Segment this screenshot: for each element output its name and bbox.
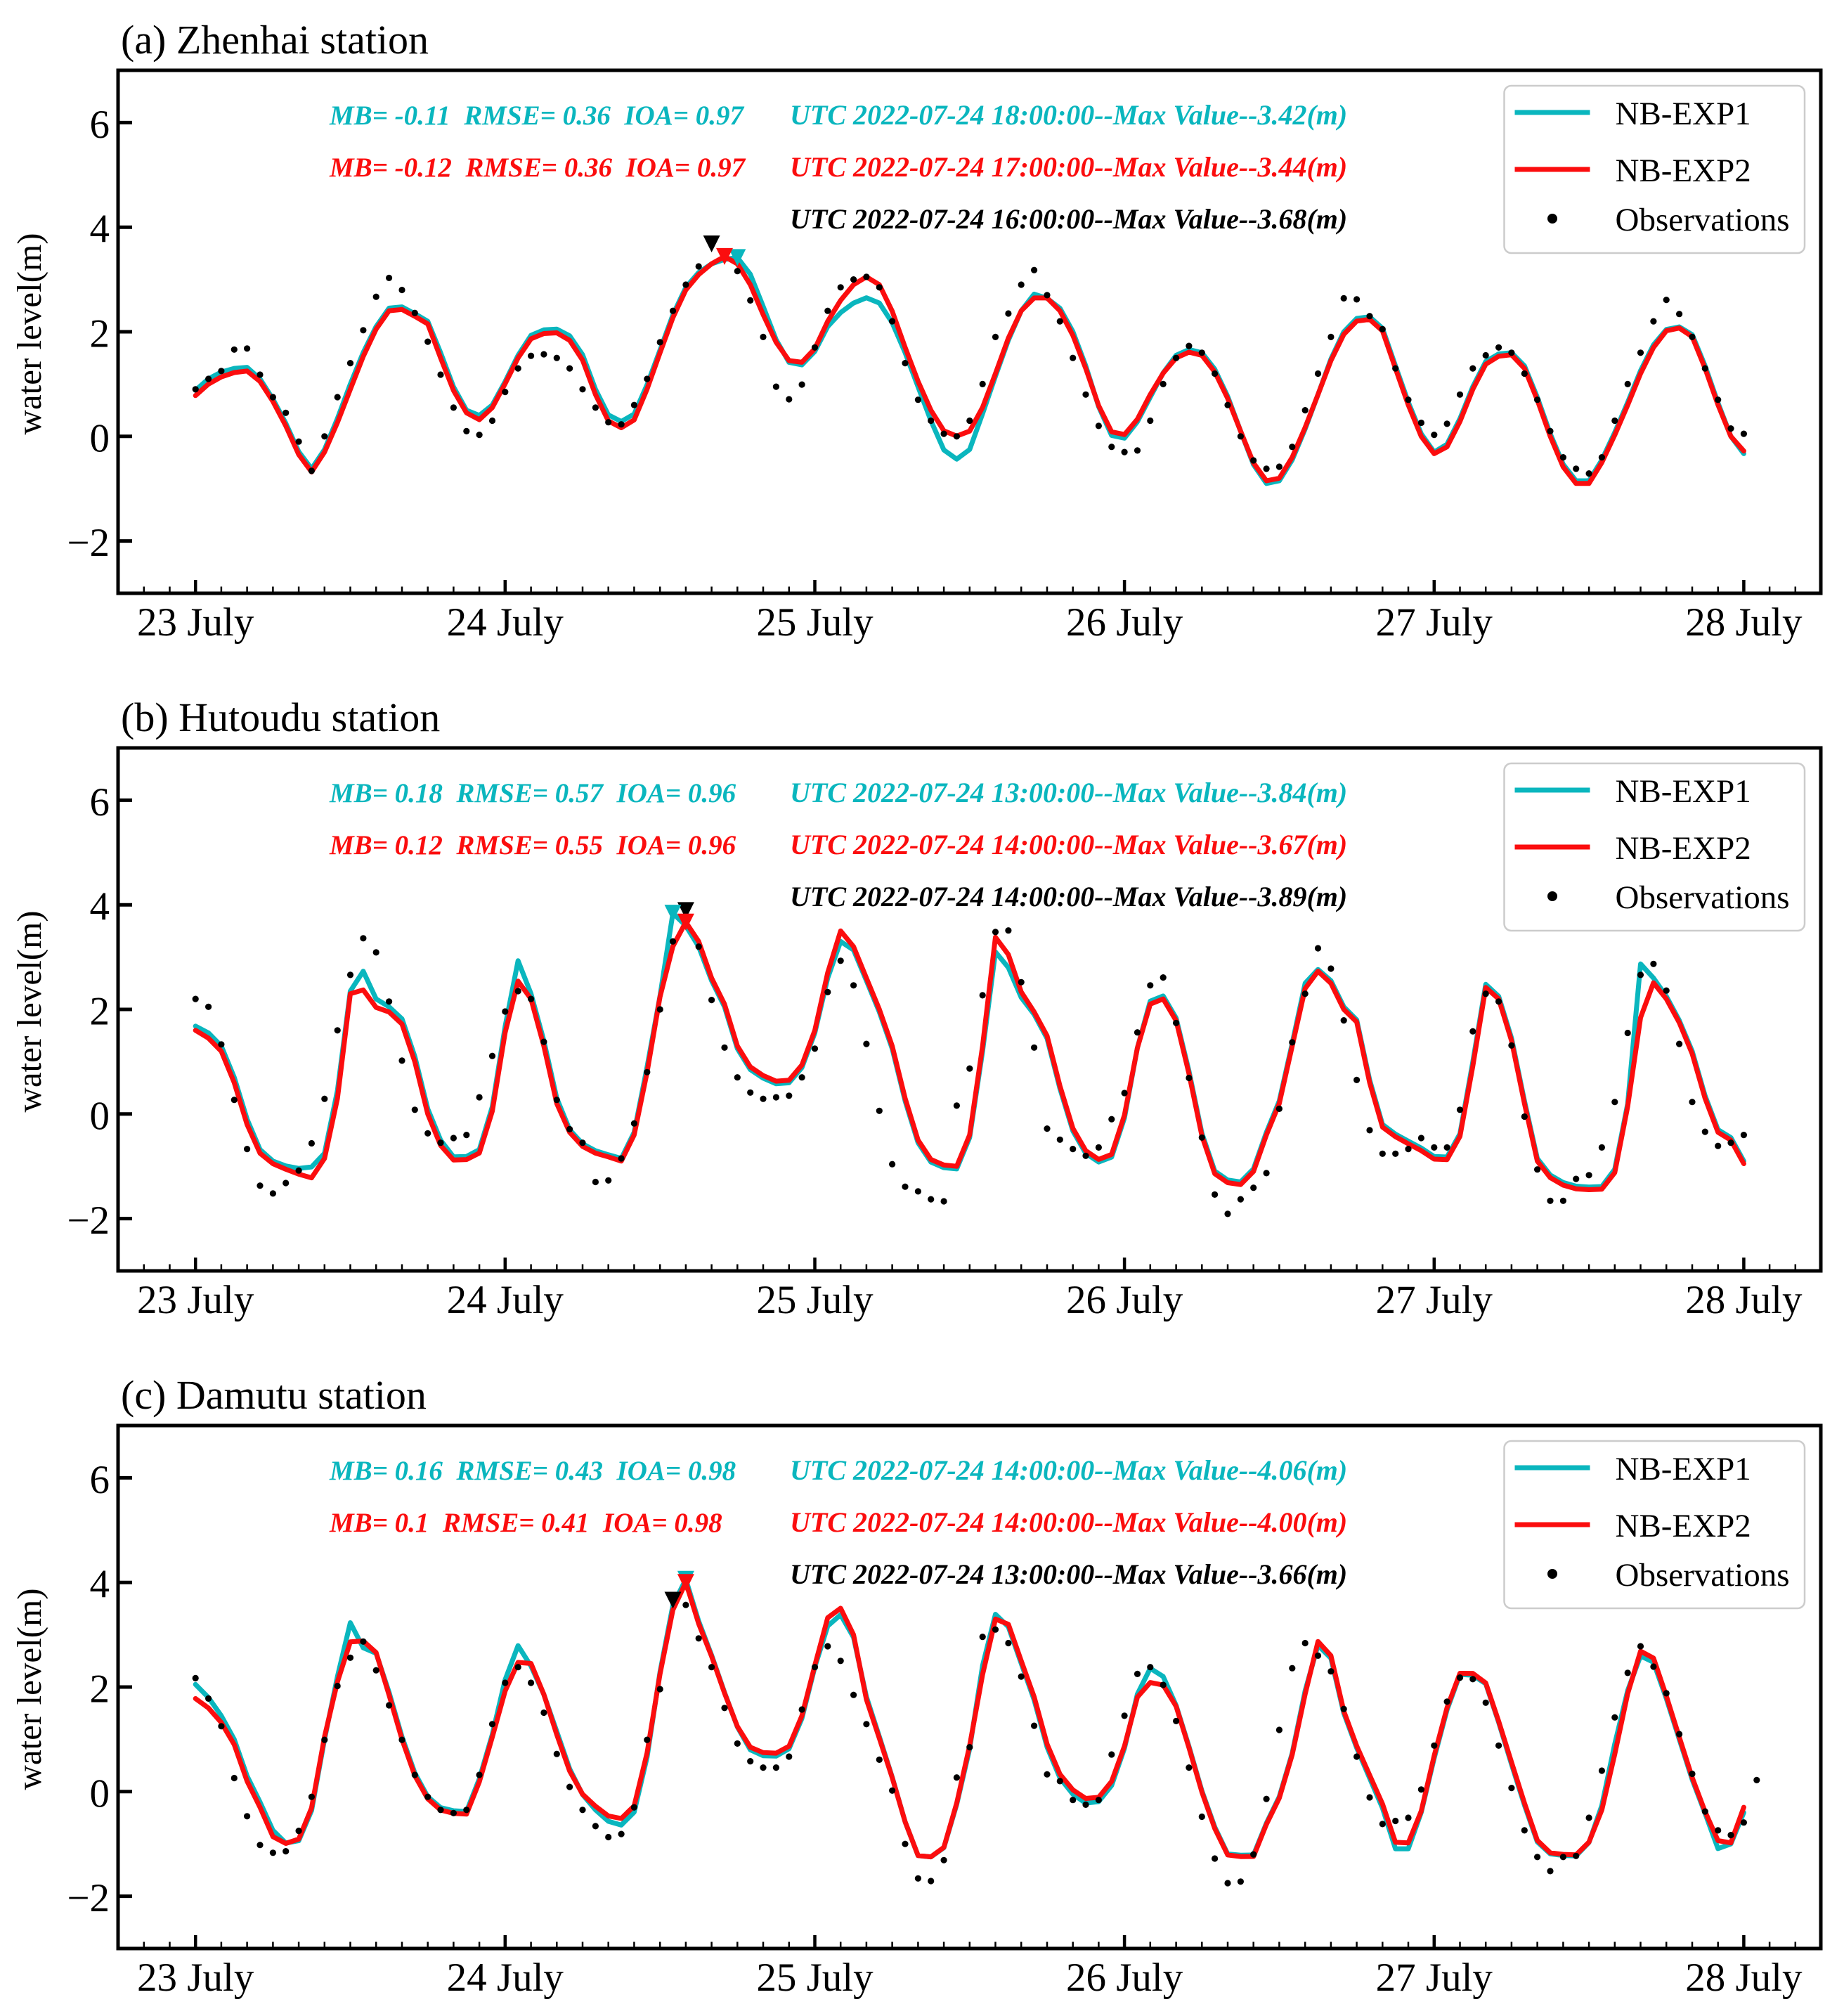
svg-text:MB= -0.11 RMSE= 0.36 IOA= 0.: MB= -0.11 RMSE= 0.36 IOA= 0.97 [329,101,744,131]
svg-text:27 July: 27 July [1376,1278,1493,1322]
svg-text:MB= 0.18 RMSE= 0.57 IOA= 0.9: MB= 0.18 RMSE= 0.57 IOA= 0.96 [329,778,736,808]
svg-text:2: 2 [90,990,110,1034]
svg-text:Observations: Observations [1616,202,1790,238]
svg-text:UTC 2022-07-24 14:00:00--Max V: UTC 2022-07-24 14:00:00--Max Value--4.06… [790,1454,1347,1486]
svg-text:MB= 0.1 RMSE= 0.41 IOA= 0.98: MB= 0.1 RMSE= 0.41 IOA= 0.98 [329,1508,722,1538]
svg-text:MB= 0.12 RMSE= 0.55 IOA= 0.9: MB= 0.12 RMSE= 0.55 IOA= 0.96 [329,830,736,860]
svg-text:23 July: 23 July [137,1956,254,2000]
svg-text:MB= -0.12 RMSE= 0.36 IOA= 0.: MB= -0.12 RMSE= 0.36 IOA= 0.97 [329,153,746,183]
svg-text:2: 2 [90,312,110,356]
svg-text:26 July: 26 July [1066,1278,1183,1322]
svg-text:water level(m): water level(m) [10,1588,48,1790]
svg-text:NB-EXP2: NB-EXP2 [1616,1508,1751,1544]
svg-text:NB-EXP1: NB-EXP1 [1616,1451,1751,1487]
svg-text:Observations: Observations [1616,879,1790,916]
svg-text:NB-EXP1: NB-EXP1 [1616,773,1751,810]
svg-text:4: 4 [90,1563,110,1607]
svg-text:(b) Hutoudu station: (b) Hutoudu station [121,694,440,740]
svg-text:UTC 2022-07-24 17:00:00--Max V: UTC 2022-07-24 17:00:00--Max Value--3.44… [790,151,1347,183]
svg-text:24 July: 24 July [447,1278,564,1322]
svg-text:UTC 2022-07-24 13:00:00--Max V: UTC 2022-07-24 13:00:00--Max Value--3.84… [790,777,1347,808]
svg-text:UTC 2022-07-24 14:00:00--Max V: UTC 2022-07-24 14:00:00--Max Value--3.89… [790,881,1347,912]
svg-text:4: 4 [90,885,110,929]
svg-text:0: 0 [90,1094,110,1138]
svg-text:(c) Damutu station: (c) Damutu station [121,1372,427,1418]
svg-text:6: 6 [90,1458,110,1502]
svg-text:28 July: 28 July [1685,600,1803,645]
svg-text:water level(m): water level(m) [10,910,48,1112]
svg-text:25 July: 25 July [756,600,874,645]
svg-text:28 July: 28 July [1685,1278,1803,1322]
svg-text:6: 6 [90,780,110,825]
svg-text:4: 4 [90,207,110,252]
svg-text:UTC 2022-07-24 16:00:00--Max V: UTC 2022-07-24 16:00:00--Max Value--3.68… [790,203,1347,235]
svg-text:28 July: 28 July [1685,1956,1803,2000]
svg-text:NB-EXP2: NB-EXP2 [1616,153,1751,189]
svg-text:25 July: 25 July [756,1956,874,2000]
svg-text:0: 0 [90,416,110,460]
svg-text:Observations: Observations [1616,1557,1790,1594]
svg-text:25 July: 25 July [756,1278,874,1322]
svg-text:24 July: 24 July [447,600,564,645]
svg-text:(a) Zhenhai station: (a) Zhenhai station [121,17,429,63]
svg-text:24 July: 24 July [447,1956,564,2000]
svg-text:0: 0 [90,1771,110,1816]
svg-text:water level(m): water level(m) [10,233,48,434]
svg-text:−2: −2 [67,1198,110,1243]
svg-text:NB-EXP2: NB-EXP2 [1616,830,1751,867]
svg-text:27 July: 27 July [1376,600,1493,645]
svg-text:NB-EXP1: NB-EXP1 [1616,96,1751,132]
svg-text:2: 2 [90,1667,110,1712]
svg-text:UTC 2022-07-24 18:00:00--Max V: UTC 2022-07-24 18:00:00--Max Value--3.42… [790,99,1347,131]
svg-text:UTC 2022-07-24 14:00:00--Max V: UTC 2022-07-24 14:00:00--Max Value--4.00… [790,1506,1347,1538]
svg-text:−2: −2 [67,1876,110,1920]
svg-text:UTC 2022-07-24 14:00:00--Max V: UTC 2022-07-24 14:00:00--Max Value--3.67… [790,829,1347,860]
svg-text:26 July: 26 July [1066,1956,1183,2000]
svg-text:26 July: 26 July [1066,600,1183,645]
svg-text:27 July: 27 July [1376,1956,1493,2000]
svg-text:6: 6 [90,103,110,147]
svg-text:UTC 2022-07-24 13:00:00--Max V: UTC 2022-07-24 13:00:00--Max Value--3.66… [790,1558,1347,1590]
svg-text:MB= 0.16 RMSE= 0.43 IOA= 0.9: MB= 0.16 RMSE= 0.43 IOA= 0.98 [329,1456,736,1486]
svg-text:23 July: 23 July [137,600,254,645]
svg-text:23 July: 23 July [137,1278,254,1322]
svg-text:−2: −2 [67,521,110,565]
